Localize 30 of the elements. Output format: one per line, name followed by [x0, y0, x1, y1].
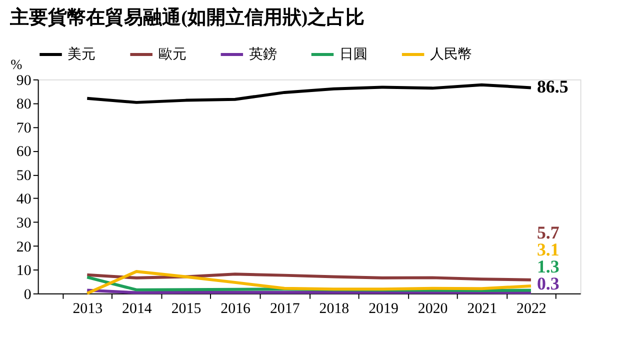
y-tick-label: 60	[16, 144, 32, 160]
x-tick-label: 2017	[270, 300, 300, 317]
x-tick-label: 2014	[122, 300, 152, 317]
chart-title: 主要貨幣在貿易融通(如開立信用狀)之占比	[9, 6, 365, 29]
x-tick-label: 2016	[220, 300, 252, 317]
x-tick-label: 2019	[368, 300, 398, 317]
y-tick-label: 90	[16, 72, 32, 89]
y-tick-label: 80	[16, 96, 32, 113]
x-tick-label: 2022	[516, 300, 546, 317]
x-tick-label: 2015	[171, 300, 202, 317]
legend-label: 日圓	[339, 47, 368, 62]
legend-label: 美元	[68, 46, 96, 62]
line-series	[86, 83, 532, 104]
y-axis-title: %	[10, 58, 23, 73]
x-tick-label: 2018	[319, 300, 350, 317]
y-tick-label: 0	[24, 286, 32, 303]
legend-label: 歐元	[158, 47, 186, 62]
y-tick-label: 10	[16, 263, 32, 280]
y-tick-label: 20	[16, 239, 32, 256]
x-tick-label: 2021	[467, 300, 498, 317]
y-tick-label: 50	[16, 168, 32, 184]
legend-label: 人民幣	[430, 46, 472, 62]
data-label: 86.5	[536, 76, 568, 97]
y-tick-label: 70	[16, 120, 32, 136]
legend-label: 英鎊	[248, 46, 277, 62]
y-tick-label: 30	[16, 216, 32, 232]
y-tick-label: 40	[16, 192, 32, 208]
x-tick-label: 2013	[72, 300, 103, 317]
x-tick-label: 2020	[418, 300, 448, 317]
line-series	[86, 270, 532, 295]
